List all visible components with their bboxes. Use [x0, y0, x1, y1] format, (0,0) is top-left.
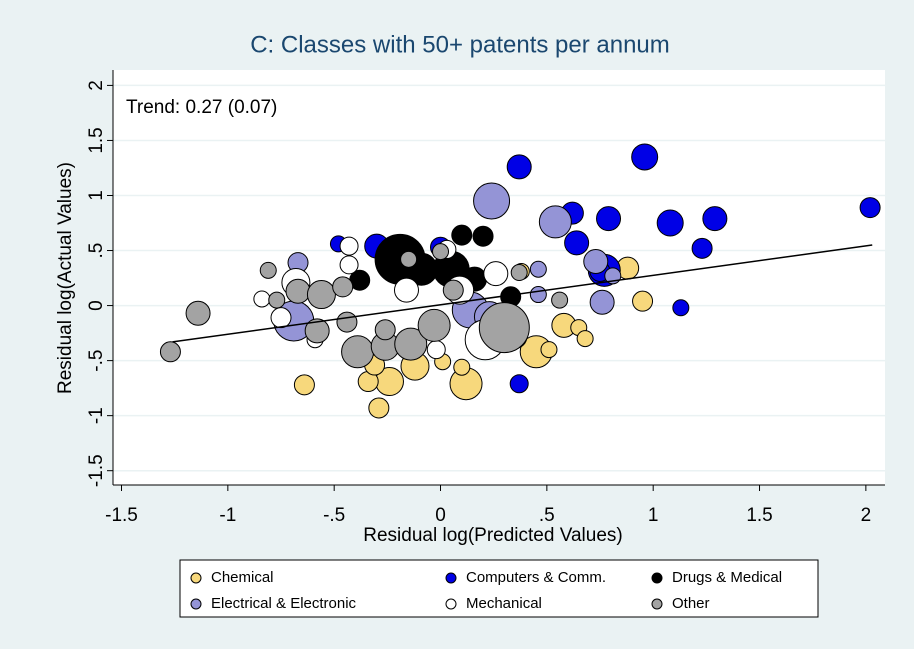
bubble [417, 308, 451, 342]
legend-marker [651, 598, 663, 610]
legend-label: Chemical [211, 569, 274, 586]
bubble [576, 330, 594, 348]
x-tick-label: .5 [539, 505, 555, 526]
bubble [859, 197, 881, 219]
bubble [339, 255, 359, 275]
bubble [341, 335, 375, 369]
legend-marker [445, 572, 457, 584]
bubble [529, 260, 547, 278]
bubble [451, 224, 473, 246]
bubble [672, 299, 690, 317]
legend-marker [651, 572, 663, 584]
bubble [691, 237, 713, 259]
bubble [253, 290, 271, 308]
bubble [304, 318, 330, 344]
bubble [506, 154, 532, 180]
bubble [268, 291, 286, 309]
bubble [426, 340, 446, 360]
bubble [285, 278, 311, 304]
bubble [596, 206, 622, 232]
bubble [259, 261, 277, 279]
y-tick-label: 1 [86, 190, 107, 201]
bubble [393, 277, 419, 303]
bubble [432, 243, 450, 261]
y-tick-label: -1.5 [86, 454, 107, 487]
x-tick-label: 1 [648, 505, 659, 526]
bubble [293, 374, 315, 396]
chart-title: C: Classes with 50+ patents per annum [250, 31, 670, 58]
bubble [453, 358, 471, 376]
legend-marker [445, 598, 457, 610]
x-tick-label: 1.5 [746, 505, 772, 526]
bubble [589, 289, 615, 315]
bubble [702, 206, 728, 232]
legend-label: Drugs & Medical [672, 569, 782, 586]
bubble [509, 374, 529, 394]
bubble [472, 225, 494, 247]
y-tick-label: -.5 [86, 350, 107, 372]
x-tick-label: 2 [861, 505, 872, 526]
bubble [540, 341, 558, 359]
y-tick-label: 2 [86, 80, 107, 91]
bubble [583, 249, 609, 275]
bubble [159, 341, 181, 363]
legend-marker [190, 572, 202, 584]
x-tick-label: -1.5 [105, 505, 138, 526]
bubble [483, 261, 509, 287]
bubble [374, 319, 396, 341]
bubble [368, 397, 390, 419]
bubble [551, 291, 569, 309]
annotation: Trend: 0.27 (0.07) [126, 97, 277, 118]
x-tick-label: -1 [219, 505, 236, 526]
legend-label: Mechanical [466, 595, 542, 612]
x-axis-title: Residual log(Predicted Values) [363, 525, 622, 546]
bubble [270, 307, 292, 329]
y-axis-title: Residual log(Actual Values) [55, 162, 76, 394]
legend-box [179, 559, 819, 618]
legend-label: Electrical & Electronic [211, 595, 357, 612]
bubble [510, 264, 528, 282]
bubble [306, 280, 336, 310]
bubble [332, 276, 354, 298]
bubble [538, 205, 572, 239]
bubble [185, 300, 211, 326]
bubble [336, 311, 358, 333]
bubble [656, 209, 684, 237]
bubble [478, 302, 530, 354]
x-tick-label: -.5 [323, 505, 345, 526]
trend-line [172, 244, 873, 343]
y-tick-label: -1 [86, 407, 107, 424]
bubble [442, 279, 464, 301]
y-tick-label: .5 [86, 243, 107, 259]
bubble [394, 327, 428, 361]
bubble [400, 250, 418, 268]
bubble [632, 290, 654, 312]
bubble [473, 182, 511, 220]
bubble [631, 143, 659, 171]
bubble [339, 236, 359, 256]
legend-marker [190, 598, 202, 610]
x-tick-label: 0 [435, 505, 446, 526]
y-tick-label: 0 [86, 300, 107, 311]
legend-label: Other [672, 595, 710, 612]
y-tick-label: 1.5 [86, 127, 107, 153]
bubble [564, 230, 590, 256]
legend-label: Computers & Comm. [466, 569, 606, 586]
bubble [529, 286, 547, 304]
